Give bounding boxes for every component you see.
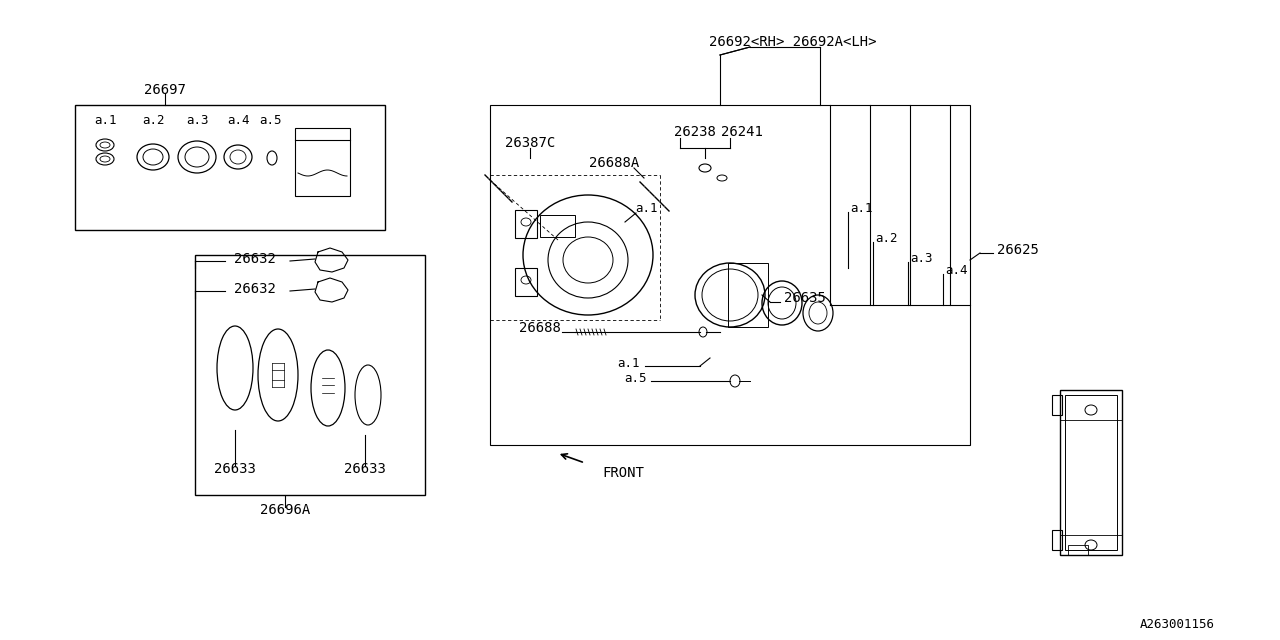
Text: 26688: 26688	[520, 321, 561, 335]
Bar	[728, 263, 768, 327]
Bar	[195, 255, 425, 495]
Bar	[515, 210, 538, 238]
Text: a.3: a.3	[186, 113, 209, 127]
Text: 26688A: 26688A	[589, 156, 639, 170]
Text: A263001156: A263001156	[1140, 618, 1215, 632]
Text: 26697: 26697	[145, 83, 186, 97]
Text: 26633: 26633	[344, 462, 387, 476]
Text: 26632: 26632	[234, 252, 276, 266]
Text: FRONT: FRONT	[602, 466, 644, 480]
Text: 26238: 26238	[675, 125, 716, 139]
Bar	[76, 105, 385, 230]
Text: a.1: a.1	[635, 202, 657, 214]
Text: 26632: 26632	[234, 282, 276, 296]
Text: a.2: a.2	[142, 113, 164, 127]
Text: a.2: a.2	[876, 232, 897, 244]
Bar	[1065, 395, 1117, 550]
Text: a.4: a.4	[227, 113, 250, 127]
Text: a.4: a.4	[945, 264, 968, 276]
Text: 26635: 26635	[785, 291, 826, 305]
Text: a.3: a.3	[910, 252, 933, 264]
Bar	[1052, 395, 1062, 415]
Text: 26387C: 26387C	[504, 136, 556, 150]
Bar	[515, 268, 538, 296]
Bar	[1068, 545, 1088, 555]
Bar	[294, 128, 349, 196]
Text: 26696A: 26696A	[260, 503, 310, 517]
Text: 26692<RH> 26692A<LH>: 26692<RH> 26692A<LH>	[709, 35, 877, 49]
Text: a.1: a.1	[850, 202, 873, 214]
Text: 26633: 26633	[214, 462, 256, 476]
Text: 26625: 26625	[997, 243, 1039, 257]
Text: a.5: a.5	[259, 113, 282, 127]
Text: 26241: 26241	[721, 125, 763, 139]
Text: a.5: a.5	[623, 371, 646, 385]
Bar	[490, 105, 970, 445]
Bar	[540, 215, 575, 237]
Bar	[1052, 530, 1062, 550]
Bar	[1060, 390, 1123, 555]
Text: a.1: a.1	[93, 113, 116, 127]
Text: a.1: a.1	[617, 356, 639, 369]
